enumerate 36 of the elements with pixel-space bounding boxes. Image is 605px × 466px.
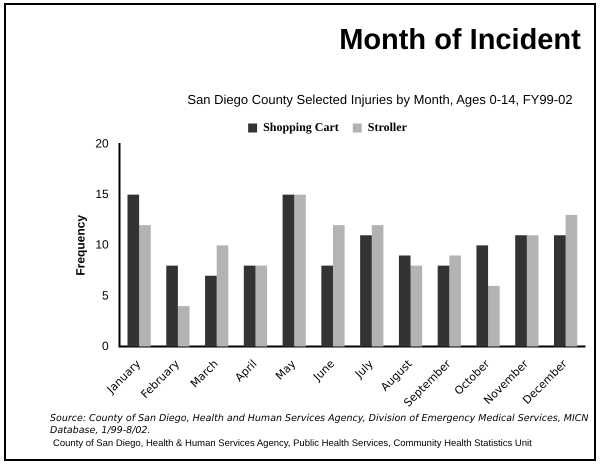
bar xyxy=(128,194,140,347)
bar xyxy=(360,235,372,347)
y-tick-label: 10 xyxy=(95,238,110,252)
y-tick-label: 15 xyxy=(95,186,110,201)
bar xyxy=(332,225,345,347)
bar xyxy=(255,266,268,347)
bar xyxy=(515,235,527,347)
bar xyxy=(372,225,384,347)
y-tick-label: 20 xyxy=(95,136,110,150)
source-note: Source: County of San Diego, Health and Human Services Agency, Division of Emergency Medical Services, MICN Database, 1/99-8/02. xyxy=(50,413,590,437)
bar xyxy=(566,214,578,347)
bar xyxy=(526,235,538,347)
bar xyxy=(244,266,256,347)
legend-label: Stroller xyxy=(368,120,408,134)
bar xyxy=(139,225,151,347)
legend-label: Shopping Cart xyxy=(263,120,339,134)
bar xyxy=(282,194,294,347)
bar xyxy=(410,266,422,347)
y-axis-title: Frequency xyxy=(74,214,88,276)
bar xyxy=(321,266,333,347)
bar xyxy=(488,286,500,347)
bar xyxy=(216,245,228,347)
y-tick-label: 0 xyxy=(102,338,110,353)
chart-subtitle: San Diego County Selected Injuries by Month, Ages 0-14, FY99-02 xyxy=(186,92,574,107)
bar xyxy=(449,255,461,347)
text: County of San Diego, Health & Human Services Agency, Public Health Services, Community Health Statistics Unit xyxy=(53,438,533,449)
y-tick-label: 5 xyxy=(102,288,110,302)
bar xyxy=(476,245,488,347)
bar xyxy=(438,266,450,347)
bar xyxy=(205,276,217,347)
chart-title: Month of Incident xyxy=(338,24,582,57)
bar xyxy=(294,194,306,347)
bar xyxy=(178,306,190,347)
bar xyxy=(398,255,411,347)
bar xyxy=(554,235,566,347)
bar xyxy=(166,266,178,347)
